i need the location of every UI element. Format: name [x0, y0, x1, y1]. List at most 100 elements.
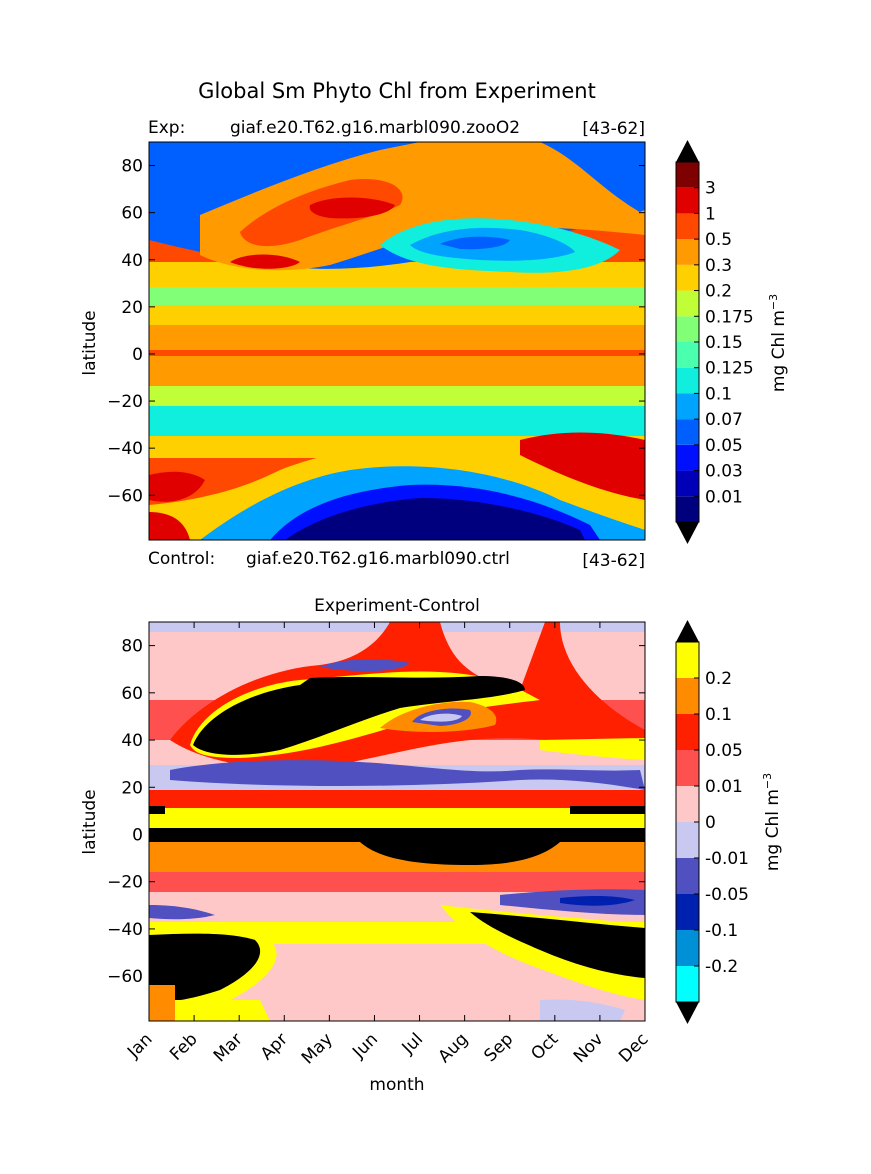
top-colorbar-tick-label: 0.07 — [705, 410, 743, 430]
bottom-xlabel: month — [369, 1075, 424, 1095]
bottom-xtick-label: Mar — [210, 1029, 247, 1066]
top-colorbar-segment — [676, 393, 699, 420]
bottom-xtick-label: Feb — [166, 1029, 201, 1064]
bottom-ytick-label: 60 — [121, 684, 143, 704]
top-colorbar-segment — [676, 239, 699, 265]
bottom-xtick-label: Jul — [398, 1029, 427, 1058]
bottom-panel: Experiment-Control — [80, 596, 783, 1095]
top-colorbar-segment — [676, 496, 699, 522]
top-colorbar-tick-label: 1 — [705, 204, 716, 224]
bottom-xtick-label: Dec — [615, 1029, 652, 1066]
figure-title: Global Sm Phyto Chl from Experiment — [198, 79, 596, 103]
bottom-ylabel: latitude — [80, 789, 100, 854]
bottom-xtick-label: Jun — [348, 1029, 382, 1063]
bottom-ytick-label: −40 — [107, 920, 143, 940]
bottom-colorbar-tick-label: -0.1 — [705, 921, 738, 941]
top-ytick-label: 40 — [121, 251, 143, 271]
top-y-axis: latitude 80 60 40 20 0 −20 −40 −60 — [80, 157, 645, 506]
top-colorbar-tick-label: 0.175 — [705, 307, 754, 327]
top-colorbar-segment — [676, 419, 699, 445]
top-colorbar-extend-max — [676, 140, 699, 162]
top-colorbar-tick-label: 0.2 — [705, 282, 732, 302]
bottom-colorbar-tick-label: 0.01 — [705, 777, 743, 797]
top-colorbar-segment — [676, 264, 699, 291]
bottom-colorbar-segment — [676, 858, 699, 894]
bottom-colorbar-segment — [676, 966, 699, 1002]
top-colorbar-segment — [676, 367, 699, 394]
top-colorbar-segment — [676, 316, 699, 342]
bottom-ytick-label: 20 — [121, 778, 143, 798]
bottom-colorbar-segment — [676, 714, 699, 750]
bottom-ytick-label: 40 — [121, 731, 143, 751]
top-colorbar-tick-label: 0.05 — [705, 436, 743, 456]
top-heatmap — [148, 141, 646, 541]
top-colorbar-label: mg Chl m−3 — [767, 294, 789, 392]
bottom-ytick-label: −60 — [107, 967, 143, 987]
bottom-colorbar-label: mg Chl m−3 — [761, 773, 783, 871]
top-colorbar-extend-min — [676, 522, 699, 544]
top-ytick-label: 20 — [121, 298, 143, 318]
top-colorbar-tick-label: 0.01 — [705, 487, 743, 507]
top-colorbar-segment — [676, 187, 699, 214]
top-ylabel: latitude — [80, 310, 100, 375]
top-colorbar-segment — [676, 342, 699, 368]
bottom-xtick-label: Oct — [527, 1029, 562, 1064]
bottom-colorbar-segment — [676, 678, 699, 714]
bottom-y-axis: latitude 80 60 40 20 0 −20 −40 −60 — [80, 637, 645, 987]
bottom-colorbar-tick-label: -0.01 — [705, 849, 749, 869]
bottom-colorbar-segment — [676, 894, 699, 930]
bottom-heatmap — [148, 621, 646, 1022]
bottom-colorbar-extend-min — [676, 1002, 699, 1024]
bottom-xtick-label: Apr — [257, 1029, 292, 1064]
bottom-colorbar-extend-max — [676, 620, 699, 642]
bottom-colorbar-tick-label: 0 — [705, 813, 716, 833]
bottom-colorbar-segment — [676, 786, 699, 822]
bottom-xtick-label: Aug — [435, 1029, 473, 1067]
top-colorbar-tick-label: 3 — [705, 179, 716, 199]
bottom-colorbar-segment — [676, 930, 699, 966]
top-ytick-label: 80 — [121, 157, 143, 177]
top-colorbar: 0.01 0.03 0.05 0.07 0.1 0.125 0.15 0.175 0.2 0.3 0… — [675, 140, 789, 544]
bottom-colorbar-segment — [676, 750, 699, 786]
bottom-xtick-label: Nov — [570, 1029, 608, 1067]
top-panel: Exp: giaf.e20.T62.g16.marbl090.zooO2 [43… — [80, 118, 789, 571]
ctrl-case: giaf.e20.T62.g16.marbl090.ctrl — [246, 549, 510, 569]
bottom-colorbar-tick-label: 0.05 — [705, 741, 743, 761]
ctrl-label: Control: — [148, 549, 215, 569]
bottom-ytick-label: 80 — [121, 637, 143, 657]
top-colorbar-segment — [676, 444, 699, 471]
diff-title: Experiment-Control — [314, 596, 480, 616]
bottom-xtick-label: Jan — [123, 1029, 156, 1062]
exp-years: [43-62] — [582, 119, 645, 139]
bottom-colorbar: -0.2 -0.1 -0.05 -0.01 0 0.01 0.05 0.1 0.2 mg Chl… — [675, 620, 783, 1024]
top-colorbar-tick-label: 0.3 — [705, 256, 732, 276]
bottom-ytick-label: 0 — [132, 825, 143, 845]
top-ytick-label: 60 — [121, 204, 143, 224]
top-colorbar-segment — [676, 213, 699, 240]
top-colorbar-tick-label: 0.15 — [705, 333, 743, 353]
top-colorbar-tick-label: 0.03 — [705, 462, 743, 482]
exp-case: giaf.e20.T62.g16.marbl090.zooO2 — [230, 118, 520, 138]
top-ytick-label: −20 — [107, 392, 143, 412]
bottom-colorbar-segment — [676, 642, 699, 678]
bottom-colorbar-segment — [676, 822, 699, 858]
top-colorbar-tick-label: 0.125 — [705, 359, 754, 379]
exp-label: Exp: — [148, 118, 185, 138]
top-colorbar-tick-label: 0.1 — [705, 384, 732, 404]
top-colorbar-segment — [676, 470, 699, 497]
top-ytick-label: −60 — [107, 486, 143, 506]
ctrl-years: [43-62] — [582, 551, 645, 571]
top-ytick-label: −40 — [107, 439, 143, 459]
top-colorbar-tick-label: 0.5 — [705, 230, 732, 250]
top-colorbar-segment — [676, 162, 699, 188]
bottom-colorbar-tick-label: -0.05 — [705, 885, 749, 905]
bottom-colorbar-tick-label: -0.2 — [705, 957, 738, 977]
bottom-colorbar-tick-label: 0.1 — [705, 705, 732, 725]
top-ytick-label: 0 — [132, 345, 143, 365]
bottom-xtick-label: May — [298, 1029, 337, 1068]
bottom-ytick-label: −20 — [107, 873, 143, 893]
bottom-xtick-label: Sep — [480, 1029, 517, 1066]
bottom-colorbar-tick-label: 0.2 — [705, 669, 732, 689]
top-colorbar-segment — [676, 290, 699, 317]
